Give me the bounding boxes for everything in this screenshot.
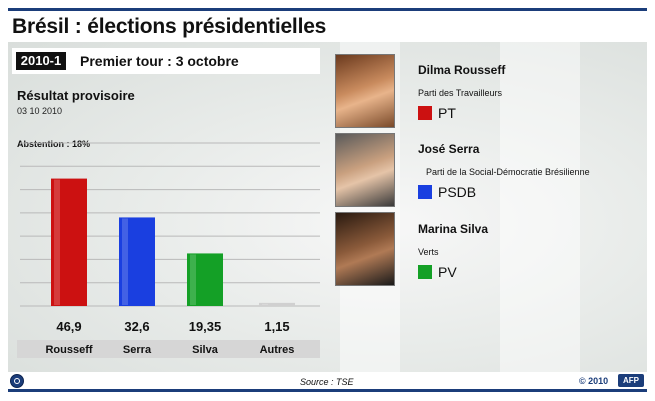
copyright-label: © 2010 bbox=[579, 376, 609, 386]
party-abbr-pt: PT bbox=[438, 105, 456, 121]
photo-silva bbox=[335, 212, 395, 286]
bar-autres bbox=[259, 302, 295, 306]
value-label: 32,6 bbox=[124, 319, 149, 334]
party-name-psdb: Parti de la Social-Démocratie Brésilienn… bbox=[426, 167, 590, 177]
bar-highlight bbox=[262, 303, 268, 305]
source-label: Source : TSE bbox=[300, 377, 354, 387]
bar-highlight bbox=[122, 218, 128, 305]
background-panel bbox=[8, 42, 647, 372]
top-rule bbox=[8, 8, 647, 11]
chart-value-labels: 46,9 32,6 19,35 1,15 bbox=[56, 319, 289, 334]
category-label: Serra bbox=[123, 344, 152, 356]
round-label: Premier tour : 3 octobre bbox=[80, 53, 239, 69]
party-abbr-psdb: PSDB bbox=[438, 184, 477, 200]
bar-rousseff bbox=[51, 178, 87, 306]
category-label: Silva bbox=[192, 344, 219, 356]
candidate-name-silva: Marina Silva bbox=[418, 222, 489, 236]
afp-logo: AFP bbox=[618, 374, 644, 387]
value-label: 46,9 bbox=[56, 319, 81, 334]
candidate-name-serra: José Serra bbox=[418, 142, 480, 156]
chart-bars bbox=[51, 178, 295, 306]
bar-highlight bbox=[54, 179, 60, 305]
party-name-pv: Verts bbox=[418, 247, 439, 257]
value-label: 1,15 bbox=[264, 319, 289, 334]
legend-swatch-pt bbox=[418, 106, 432, 120]
legend-swatch-psdb bbox=[418, 185, 432, 199]
bar-highlight bbox=[190, 254, 196, 305]
background-stripe bbox=[500, 42, 580, 372]
photo-rousseff bbox=[335, 54, 395, 128]
zoom-icon[interactable] bbox=[10, 374, 24, 388]
category-label: Rousseff bbox=[45, 344, 92, 356]
bar-silva bbox=[187, 253, 223, 306]
party-name-pt: Parti des Travailleurs bbox=[418, 88, 503, 98]
chart-category-labels: Rousseff Serra Silva Autres bbox=[45, 344, 294, 356]
category-band bbox=[17, 340, 320, 358]
candidate-name-rousseff: Dilma Rousseff bbox=[418, 63, 506, 77]
result-date: 03 10 2010 bbox=[17, 106, 63, 116]
page-title: Brésil : élections présidentielles bbox=[12, 15, 327, 38]
bottom-rule bbox=[8, 389, 647, 392]
legend-swatch-pv bbox=[418, 265, 432, 279]
bar-serra bbox=[119, 217, 155, 306]
value-label: 19,35 bbox=[189, 319, 222, 334]
category-label: Autres bbox=[260, 344, 295, 356]
photo-serra bbox=[335, 133, 395, 207]
year-badge: 2010-1 bbox=[16, 52, 66, 70]
abstention-label: Abstention : 18% bbox=[17, 139, 91, 149]
result-subtitle: Résultat provisoire bbox=[17, 88, 135, 103]
party-abbr-pv: PV bbox=[438, 264, 457, 280]
